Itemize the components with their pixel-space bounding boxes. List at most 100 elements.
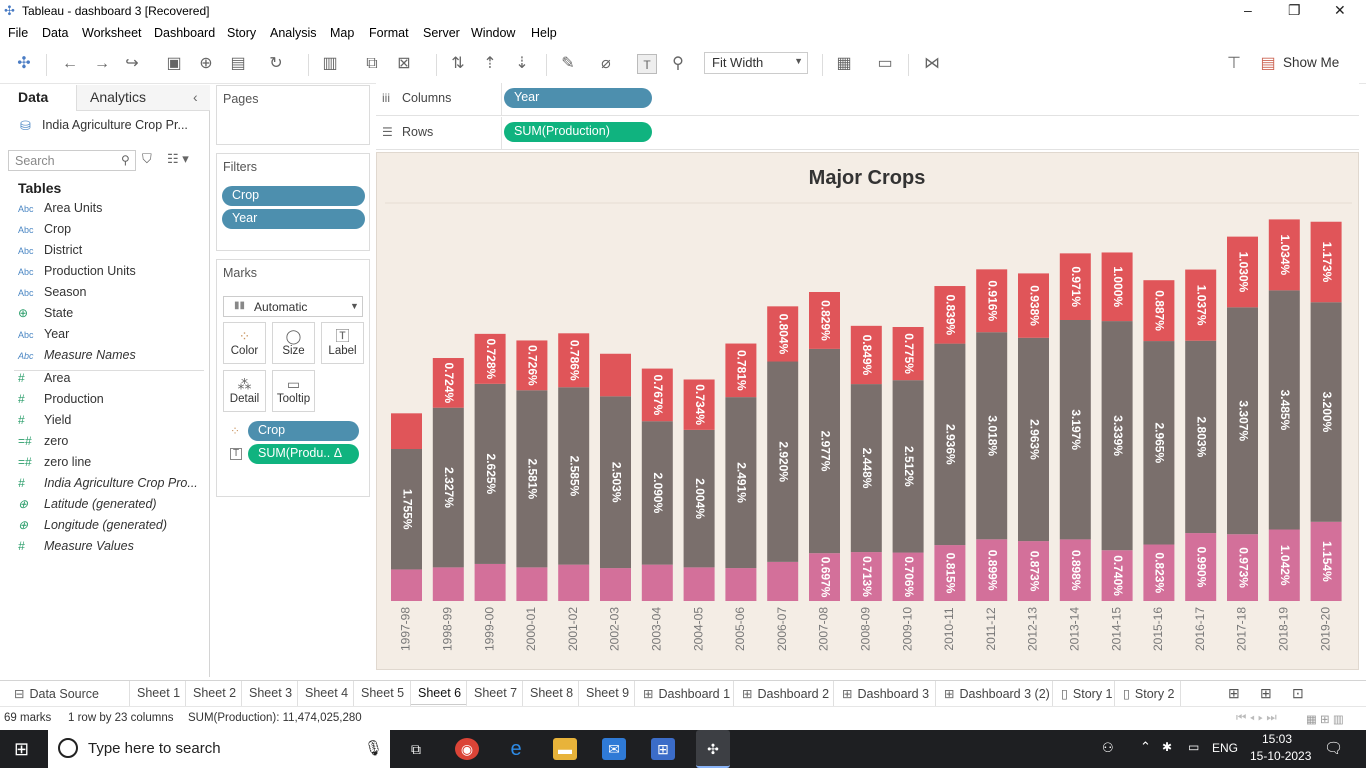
field-item[interactable]: Abc Area Units (18, 201, 102, 221)
field-item[interactable]: Abc Season (18, 285, 86, 305)
filter-pill-year[interactable]: Year (222, 209, 365, 229)
bar-segment[interactable] (809, 553, 840, 601)
replay-icon[interactable]: ↪ (125, 55, 139, 72)
microphone-icon[interactable]: 🎙 (364, 740, 384, 757)
field-item[interactable]: =# zero line (18, 455, 91, 475)
sheet-tab[interactable]: Sheet 2 (186, 681, 242, 707)
mark-type-select[interactable]: ▮▮ Automatic ▼ (223, 296, 363, 317)
field-item[interactable]: Abc Crop (18, 222, 71, 242)
marks-pill-crop[interactable]: Crop (248, 421, 359, 441)
bar-segment[interactable] (474, 333, 506, 384)
bar-segment[interactable] (1018, 273, 1049, 338)
sheet-tab[interactable]: ⊟ Data Source (6, 681, 130, 707)
share-icon[interactable]: ⋈ (924, 55, 940, 72)
sheet-tab[interactable]: Sheet 3 (242, 681, 298, 707)
clear-sheet-icon[interactable]: ⊠ (397, 55, 411, 72)
menu-map[interactable]: Map (330, 26, 355, 40)
bar-segment[interactable] (1059, 319, 1091, 540)
clock-time[interactable]: 15:03 (1262, 732, 1293, 746)
menu-format[interactable]: Format (369, 26, 409, 40)
marks-label-button[interactable]: 🅃 Label (321, 322, 364, 364)
marks-tooltip-button[interactable]: ▭ Tooltip (272, 370, 315, 412)
bar-segment[interactable] (558, 564, 590, 601)
field-item[interactable]: Abc Year (18, 327, 69, 347)
bar-segment[interactable] (767, 306, 799, 362)
view-toggle-icons[interactable]: ▦ ⊞ ▥ (1306, 714, 1344, 726)
bar-segment[interactable] (683, 567, 715, 601)
bar-segment[interactable] (1101, 252, 1133, 322)
tableau-home-icon[interactable]: ✣ (17, 55, 31, 72)
bar-segment[interactable] (1059, 539, 1091, 601)
sheet-tab[interactable]: ⊞ Dashboard 3 (834, 681, 936, 707)
datasource-name[interactable]: India Agriculture Crop Pr... (42, 118, 188, 132)
tray-up-icon[interactable]: ⌃ (1140, 739, 1151, 754)
bar-segment[interactable] (1185, 269, 1217, 341)
sheet-tab[interactable]: ▯ Story 2 (1115, 681, 1181, 707)
tab-data[interactable]: Data (18, 89, 49, 105)
bar-segment[interactable] (474, 383, 506, 564)
sheet-tab[interactable]: Sheet 7 (467, 681, 523, 707)
notifications-icon[interactable]: 🗨 (1324, 740, 1344, 757)
duplicate-icon[interactable]: ⧉ (366, 55, 378, 72)
bar-segment[interactable] (1101, 550, 1133, 601)
collapse-icon[interactable]: ‹ (193, 89, 198, 105)
filter-icon[interactable]: ⛉ (142, 151, 152, 166)
battery-icon[interactable]: ▭ (1188, 740, 1200, 754)
bar-segment[interactable] (432, 358, 464, 408)
marks-pill-production[interactable]: SUM(Produ.. Δ (248, 444, 359, 464)
bar-segment[interactable] (600, 353, 631, 397)
sheet-tab[interactable]: Sheet 1 (130, 681, 186, 707)
sheet-tab[interactable]: Sheet 8 (523, 681, 579, 707)
bar-segment[interactable] (892, 552, 924, 601)
new-worksheet-tab-icon[interactable]: ⊞ (1228, 685, 1240, 701)
sheet-tab[interactable]: Sheet 5 (354, 681, 411, 707)
sheet-tab[interactable]: Sheet 6 (411, 681, 467, 707)
bar-segment[interactable] (474, 563, 506, 601)
new-dashboard-tab-icon[interactable]: ⊞ (1260, 685, 1272, 701)
bar-segment[interactable] (558, 333, 590, 388)
sort-ascending-icon[interactable]: ⇡ (483, 55, 497, 72)
bar-segment[interactable] (725, 343, 757, 398)
field-search[interactable]: Search ⚲ (8, 150, 136, 171)
view-options-icon[interactable]: ☷ ▾ (167, 151, 189, 166)
field-item[interactable]: # Area (18, 371, 70, 391)
clock-date[interactable]: 15-10-2023 (1250, 749, 1312, 763)
bar-segment[interactable] (432, 567, 464, 601)
bar-segment[interactable] (809, 292, 840, 349)
bar-segment[interactable] (1018, 337, 1049, 542)
menu-story[interactable]: Story (227, 26, 257, 40)
close-button[interactable]: ✕ (1334, 2, 1346, 18)
menu-help[interactable]: Help (531, 26, 557, 40)
bar-segment[interactable] (892, 380, 924, 553)
new-datasource-icon[interactable]: ⊕ (199, 55, 213, 72)
field-item[interactable]: # India Agriculture Crop Pro... (18, 476, 198, 496)
bar-segment[interactable] (516, 390, 548, 568)
bar-segment[interactable] (850, 552, 882, 601)
field-item[interactable]: ⊕ Latitude (generated) (18, 497, 157, 517)
redo-icon[interactable]: → (94, 55, 110, 72)
bar-segment[interactable] (1310, 221, 1342, 303)
task-view-icon[interactable]: ⧉ (411, 741, 421, 757)
bar-segment[interactable] (1101, 321, 1133, 551)
bar-segment[interactable] (683, 429, 715, 568)
bar-segment[interactable] (391, 569, 422, 601)
group-icon[interactable]: ⌀ (601, 55, 611, 72)
sheet-tab[interactable]: Sheet 9 (579, 681, 635, 707)
show-cards-icon[interactable]: ▦ (836, 55, 852, 72)
sheet-tab[interactable]: ▯ Story 1 (1053, 681, 1115, 707)
fit-width-select[interactable]: Fit Width ▼ (704, 52, 808, 74)
bar-segment[interactable] (1227, 307, 1258, 535)
bar-segment[interactable] (1310, 302, 1342, 522)
show-me-button[interactable]: Show Me (1283, 55, 1340, 70)
bar-segment[interactable] (767, 361, 799, 562)
menu-file[interactable]: File (8, 26, 29, 40)
bar-segment[interactable] (1143, 341, 1175, 545)
sheet-tab[interactable]: ⊞ Dashboard 2 (734, 681, 834, 707)
marks-color-button[interactable]: ⁘ Color (223, 322, 266, 364)
undo-icon[interactable]: ← (62, 55, 78, 72)
marks-size-button[interactable]: ◯ Size (272, 322, 315, 364)
field-item[interactable]: ⊕ Longitude (generated) (18, 518, 167, 538)
bar-segment[interactable] (516, 567, 548, 601)
bar-segment[interactable] (767, 561, 799, 601)
bar-segment[interactable] (1185, 533, 1217, 601)
